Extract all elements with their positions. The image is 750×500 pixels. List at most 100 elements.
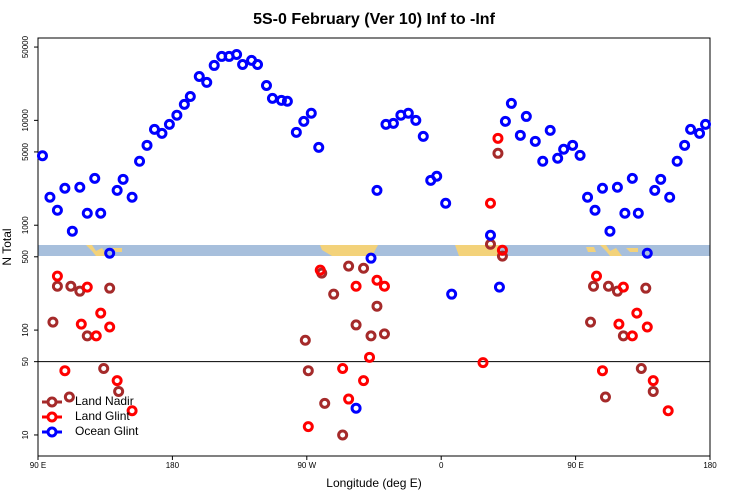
point (635, 363, 647, 375)
point (358, 375, 370, 387)
land-patch (586, 245, 638, 256)
point (626, 172, 638, 184)
point (640, 282, 652, 294)
point (694, 127, 706, 139)
point (685, 123, 697, 135)
point (104, 321, 116, 333)
point (290, 126, 302, 138)
x-tick-label: 90 E (30, 461, 46, 470)
point (111, 375, 123, 387)
point (201, 76, 213, 88)
point (662, 405, 674, 417)
point (104, 247, 116, 259)
point (484, 197, 496, 209)
point (387, 117, 399, 129)
point (111, 184, 123, 196)
point (664, 191, 676, 203)
point (641, 247, 653, 259)
point (378, 328, 390, 340)
point (237, 58, 249, 70)
point (558, 143, 570, 155)
point (591, 270, 603, 282)
point (647, 375, 659, 387)
point (95, 307, 107, 319)
point (66, 225, 78, 237)
point (126, 405, 138, 417)
point (529, 135, 541, 147)
point (313, 141, 325, 153)
point (141, 139, 153, 151)
point (178, 98, 190, 110)
point (596, 182, 608, 194)
point (365, 330, 377, 342)
x-axis-title: Longitude (deg E) (326, 476, 421, 490)
point (260, 79, 272, 91)
point (585, 316, 597, 328)
point (81, 281, 93, 293)
point (589, 204, 601, 216)
point (631, 307, 643, 319)
point (193, 70, 205, 82)
point (299, 334, 311, 346)
point (231, 48, 243, 60)
legend-swatch (46, 396, 58, 408)
chart-title: 5S-0 February (Ver 10) Inf to -Inf (253, 11, 496, 28)
point (604, 225, 616, 237)
point (89, 172, 101, 184)
legend-label: Land Nadir (75, 394, 134, 408)
y-tick-label: 10000 (21, 109, 30, 132)
point (655, 173, 667, 185)
x-tick-label: 180 (166, 461, 180, 470)
point (63, 391, 75, 403)
point (74, 181, 86, 193)
point (617, 281, 629, 293)
point (275, 94, 287, 106)
point (574, 149, 586, 161)
point (679, 139, 691, 151)
point (81, 330, 93, 342)
point (613, 318, 625, 330)
y-tick-label: 10 (21, 430, 30, 439)
point (59, 182, 71, 194)
point (319, 397, 331, 409)
legend-swatch (46, 426, 58, 438)
point (171, 109, 183, 121)
point (314, 264, 326, 276)
y-tick-label: 500 (21, 250, 30, 264)
point (514, 129, 526, 141)
point (90, 330, 102, 342)
point (567, 139, 579, 151)
point (484, 229, 496, 241)
point (302, 421, 314, 433)
point (632, 207, 644, 219)
point (493, 281, 505, 293)
point (700, 118, 712, 130)
point (544, 124, 556, 136)
point (596, 365, 608, 377)
point (496, 244, 508, 256)
point (350, 280, 362, 292)
point (104, 282, 116, 294)
point (671, 155, 683, 167)
point (350, 319, 362, 331)
x-tick-label: 180 (703, 461, 717, 470)
point (582, 191, 594, 203)
point (343, 393, 355, 405)
point (641, 321, 653, 333)
y-axis-title: N Total (0, 228, 14, 265)
point (47, 316, 59, 328)
y-tick-label: 50000 (21, 35, 30, 58)
point (649, 184, 661, 196)
point (328, 288, 340, 300)
point (599, 391, 611, 403)
point (59, 365, 71, 377)
point (266, 92, 278, 104)
point (156, 127, 168, 139)
point (626, 330, 638, 342)
point (619, 207, 631, 219)
point (446, 288, 458, 300)
point (611, 181, 623, 193)
point (537, 155, 549, 167)
point (440, 197, 452, 209)
